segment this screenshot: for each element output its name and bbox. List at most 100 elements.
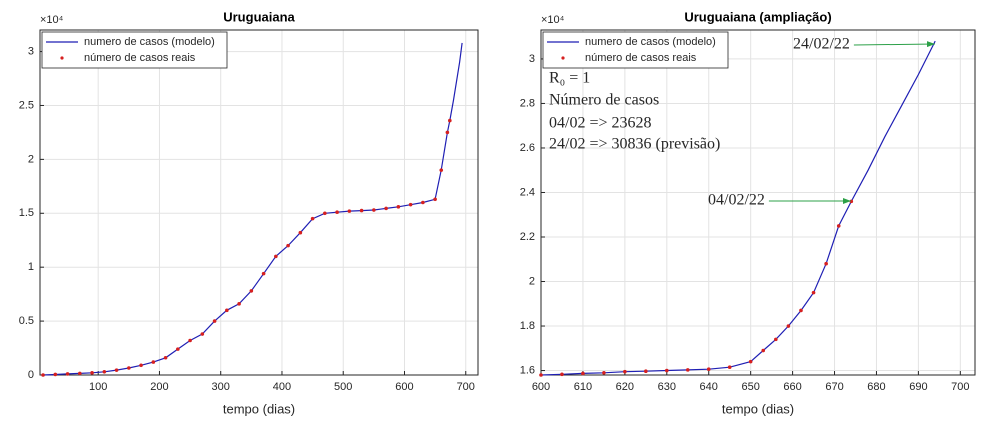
y-tick-label: 0.5	[19, 315, 34, 327]
axes-frame	[540, 29, 976, 376]
data-point	[761, 348, 766, 353]
x-tick-label: 400	[273, 381, 291, 393]
x-tick-label: 630	[658, 381, 676, 393]
data-point	[706, 367, 711, 372]
plot-area	[541, 30, 975, 375]
data-point	[127, 366, 131, 370]
data-point	[581, 371, 585, 376]
data-point	[421, 200, 425, 205]
data-point	[433, 197, 437, 202]
data-point	[261, 271, 266, 276]
legend-label: número de casos reais	[585, 52, 697, 64]
annotation: 04/02 => 23628	[549, 115, 652, 132]
x-axis-label: tempo (dias)	[223, 401, 295, 416]
legend-symbol	[60, 56, 64, 60]
data-point	[310, 216, 315, 221]
annotation-arrow	[853, 41, 936, 48]
chart-title: Uruguaiana (ampliação)	[684, 9, 831, 24]
data-point	[664, 368, 669, 373]
data-point	[685, 368, 690, 372]
x-tick-label: 500	[334, 381, 352, 393]
data-point	[644, 369, 648, 374]
data-point	[799, 308, 803, 313]
data-point	[176, 347, 180, 351]
data-point	[836, 224, 841, 228]
axes-frame	[39, 29, 479, 376]
legend-label: numero de casos (modelo)	[84, 36, 215, 48]
data-point	[359, 208, 364, 213]
data-point	[384, 206, 388, 211]
series-line	[540, 40, 936, 376]
data-point	[41, 373, 45, 377]
y-tick-label: 1	[28, 261, 34, 273]
data-point	[114, 368, 119, 372]
data-point	[78, 371, 82, 376]
annotation: 04/02/22	[708, 192, 765, 209]
data-point	[225, 308, 229, 313]
x-tick-label: 100	[89, 381, 107, 393]
y-tick-label: 1.5	[19, 207, 34, 219]
data-point	[560, 372, 564, 377]
data-point	[90, 371, 94, 375]
data-point	[811, 290, 816, 295]
data-point	[408, 202, 413, 207]
data-point	[53, 372, 58, 377]
data-point	[274, 254, 278, 259]
annotation: Número de casos	[549, 92, 659, 109]
y-tick-label: 2.4	[520, 186, 535, 198]
x-tick-label: 670	[825, 381, 843, 393]
data-point	[65, 372, 70, 376]
x-tick-label: 610	[574, 381, 592, 393]
exponent-label: ×10⁴	[541, 14, 565, 26]
x-tick-label: 200	[150, 381, 168, 393]
x-tick-label: 700	[457, 381, 475, 393]
data-point	[163, 355, 168, 360]
legend-label: número de casos reais	[84, 52, 196, 64]
legend-box	[41, 31, 228, 69]
data-point	[396, 205, 401, 209]
annotation: R₀ = 1	[549, 70, 590, 87]
y-tick-label: 2.6	[520, 142, 535, 154]
data-point	[748, 359, 753, 364]
annotation: 24/02/22	[793, 36, 850, 53]
y-tick-label: 2.8	[520, 97, 535, 109]
y-tick-label: 1.6	[520, 364, 535, 376]
data-point	[286, 243, 290, 248]
chart-title: Uruguaiana	[223, 9, 295, 24]
data-point	[623, 369, 627, 374]
y-tick-label: 0	[28, 369, 34, 381]
data-point	[249, 289, 254, 293]
data-point	[824, 261, 828, 266]
data-point	[335, 210, 339, 215]
plot-area	[40, 30, 478, 375]
y-tick-label: 2	[28, 153, 34, 165]
x-tick-label: 690	[909, 381, 927, 393]
y-tick-label: 2.2	[520, 231, 535, 243]
data-point	[727, 365, 732, 370]
x-tick-label: 660	[783, 381, 801, 393]
data-point	[323, 211, 327, 216]
y-tick-label: 1.8	[520, 320, 535, 332]
data-point	[151, 360, 156, 364]
data-point	[200, 332, 205, 336]
x-tick-label: 300	[212, 381, 230, 393]
x-tick-label: 640	[700, 381, 718, 393]
x-axis-label: tempo (dias)	[722, 401, 794, 416]
data-point	[212, 319, 217, 323]
x-tick-label: 600	[532, 381, 550, 393]
annotation: 24/02 => 30836 (previsão)	[549, 136, 720, 153]
data-point	[439, 168, 444, 172]
data-point	[139, 363, 143, 368]
data-point	[774, 337, 778, 342]
x-tick-label: 650	[741, 381, 759, 393]
y-tick-label: 3	[28, 45, 34, 57]
data-point	[448, 118, 452, 123]
exponent-label: ×10⁴	[40, 14, 64, 26]
y-tick-label: 2	[529, 275, 535, 287]
x-tick-label: 700	[951, 381, 969, 393]
x-tick-label: 620	[616, 381, 634, 393]
x-tick-label: 680	[867, 381, 885, 393]
y-tick-label: 2.5	[19, 99, 34, 111]
data-point	[539, 373, 543, 377]
x-tick-label: 600	[395, 381, 413, 393]
